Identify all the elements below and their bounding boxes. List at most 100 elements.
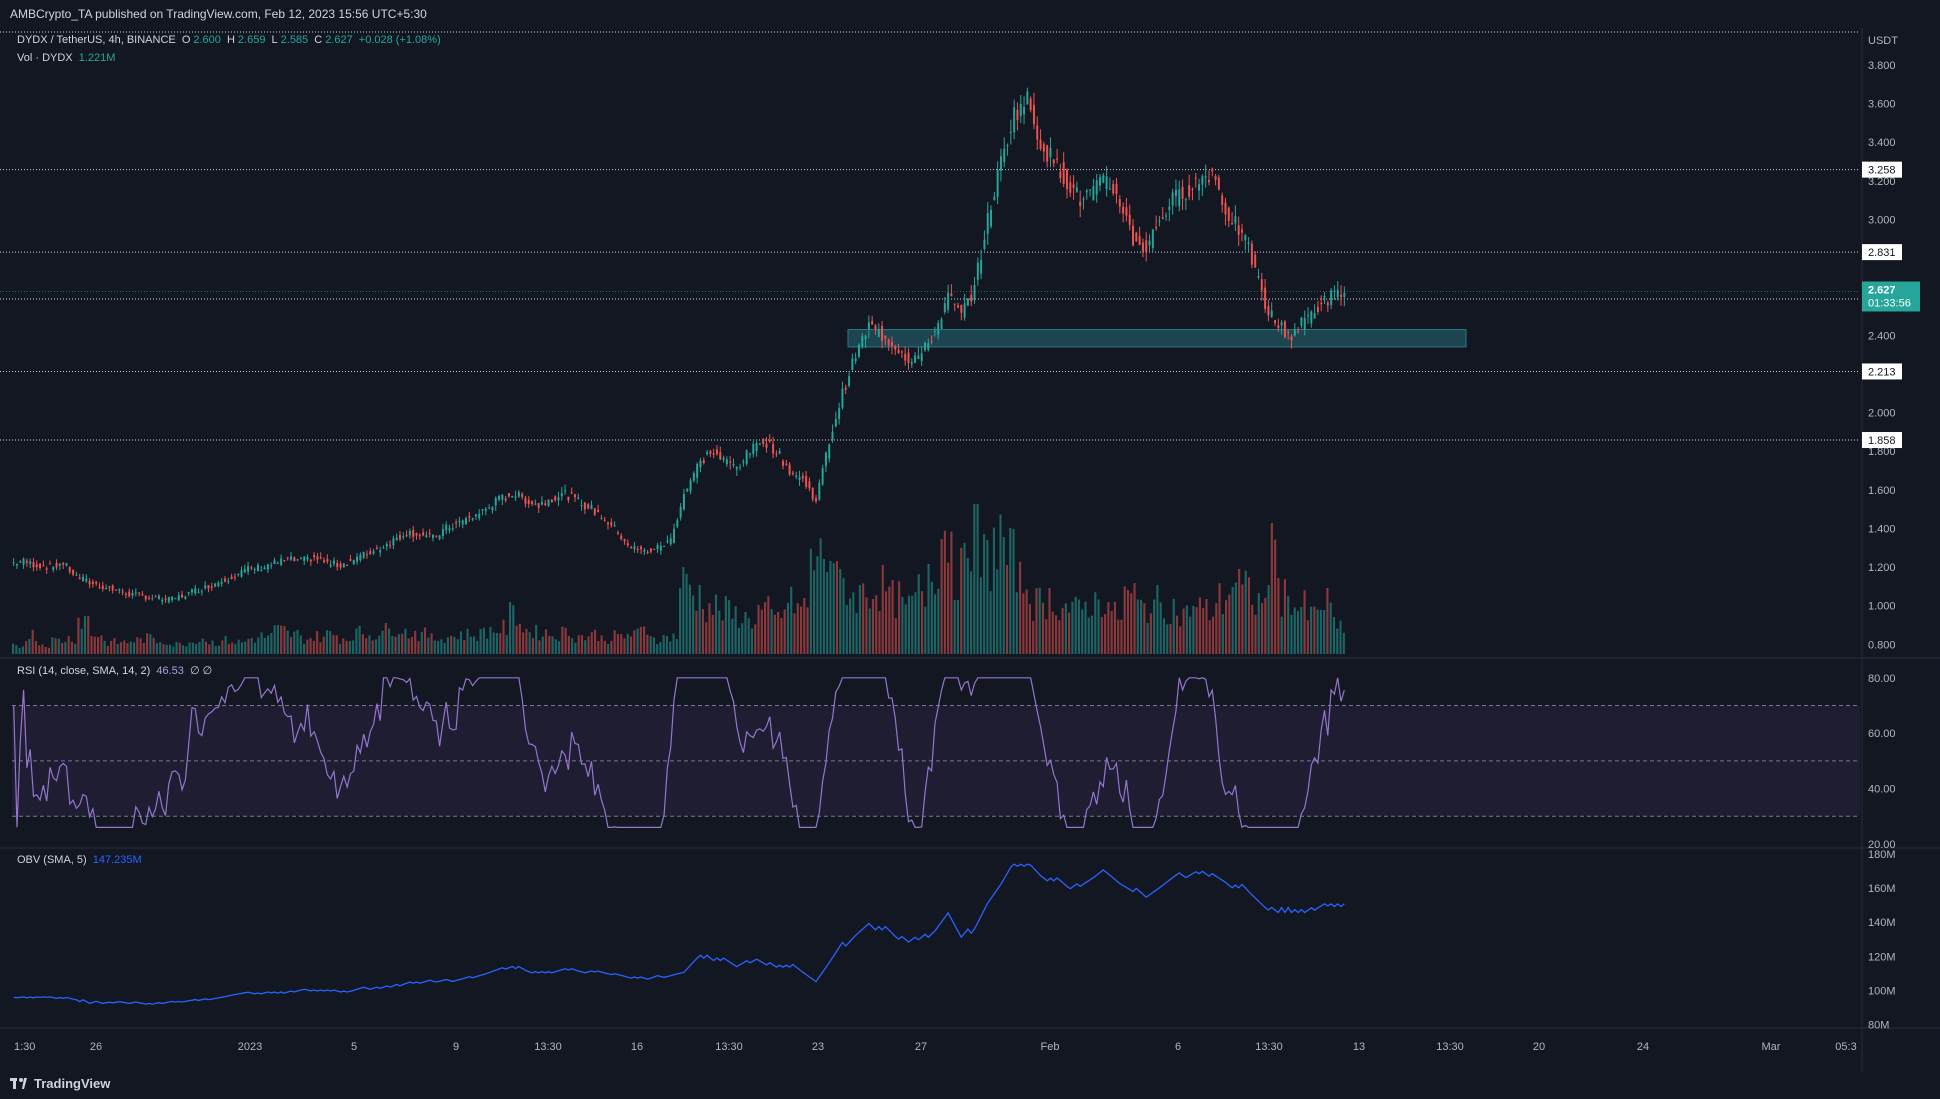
candle-body [346,565,349,567]
obv-value: 147.235M [92,854,142,866]
volume-bar [270,633,273,654]
candle-body [207,585,210,589]
candle-body [682,494,685,510]
volume-bar [1120,619,1123,654]
tradingview-logo[interactable]: TradingView [10,1076,110,1091]
candle-body [775,453,778,455]
volume-bar [12,643,15,654]
candle-body [290,556,293,560]
volume-bar [894,618,897,654]
volume-bar [584,640,587,654]
candle-body [174,598,177,600]
candle-body [524,497,527,504]
candle-body [1290,336,1293,341]
volume-bar [1025,589,1028,654]
candle-body [12,562,15,564]
candle-body [808,481,811,489]
volume-bar [607,643,610,654]
volume-bar [70,641,73,654]
volume-bar [983,534,986,654]
candle-body [451,528,454,530]
candle-body [907,352,910,363]
candle-body [1032,104,1035,125]
candle-body [1191,188,1194,190]
candle-body [732,463,735,466]
candle-body [121,591,124,593]
candle-body [115,589,118,591]
candle-body [706,452,709,455]
candle-body [884,335,887,339]
candle-body [91,581,94,585]
candle-body [838,408,841,419]
volume-bar [25,641,28,654]
volume-bar [1208,620,1211,654]
candle-body [758,443,761,445]
volume-bar [636,628,639,654]
candle-body [210,586,213,588]
symbol-label: DYDX / TetherUS, 4h, BINANCE [17,34,176,46]
candle-body [943,303,946,313]
candle-body [983,239,986,249]
candle-body [1188,185,1191,197]
candle-body [441,529,444,537]
volume-bar [1310,606,1313,654]
volume-bar [473,636,476,654]
volume-bar [1260,603,1264,654]
volume-bar [927,563,930,654]
volume-bar [884,591,888,654]
candle-body [75,574,78,576]
volume-bar [440,639,443,654]
candle-body [957,305,960,308]
volume-bar [639,626,642,654]
volume-bar [865,597,868,654]
volume-bar [371,640,374,654]
price-chart-svg[interactable]: USDT 3.800 3.600 3.400 3.200 3.000 2.400 2.000 1… [0,28,1940,1072]
volume-bar [558,641,561,654]
candle-body [362,552,365,558]
volume-bar [1228,594,1231,654]
candle-body [910,362,913,365]
volume-bar [191,642,194,654]
volume-bar [646,634,649,654]
volume-bar [195,643,198,654]
candle-body [1095,180,1098,195]
candle-body [871,320,874,325]
candle-body [1072,184,1075,188]
candle-body [643,549,646,552]
candle-body [1151,229,1154,248]
volume-bar [898,581,901,654]
candle-body [243,568,246,573]
candle-body [488,507,491,509]
time-tick-label: 27 [915,1041,927,1053]
candle-body [930,341,933,343]
candle-body [478,513,481,519]
volume-bar [930,581,933,654]
candle-body [468,515,471,518]
volume-bar [692,595,695,654]
candle-body [547,499,550,506]
candle-body [1287,331,1290,333]
candle-body [78,577,81,580]
candle-body [828,444,831,459]
volume-bar [502,619,505,654]
candle-body [425,535,428,538]
candle-body [266,564,269,570]
candle-body [1224,202,1227,215]
candle-body [765,443,768,448]
candle-body [187,591,190,594]
candle-body [1201,176,1204,185]
candle-body [233,576,236,578]
volume-bar [1087,617,1090,654]
candle-body [798,477,801,480]
candle-body [339,563,342,568]
candle-body [877,328,880,338]
candle-body [933,331,936,333]
chart-area[interactable]: USDT 3.800 3.600 3.400 3.200 3.000 2.400 2.000 1… [0,28,1940,1072]
volume-bar [966,557,969,654]
candle-body [1145,240,1148,252]
current-price-tag [1862,281,1920,312]
candle-body [1171,192,1174,206]
candle-body [521,493,524,498]
volume-bar [1270,523,1273,654]
candle-body [947,292,950,310]
